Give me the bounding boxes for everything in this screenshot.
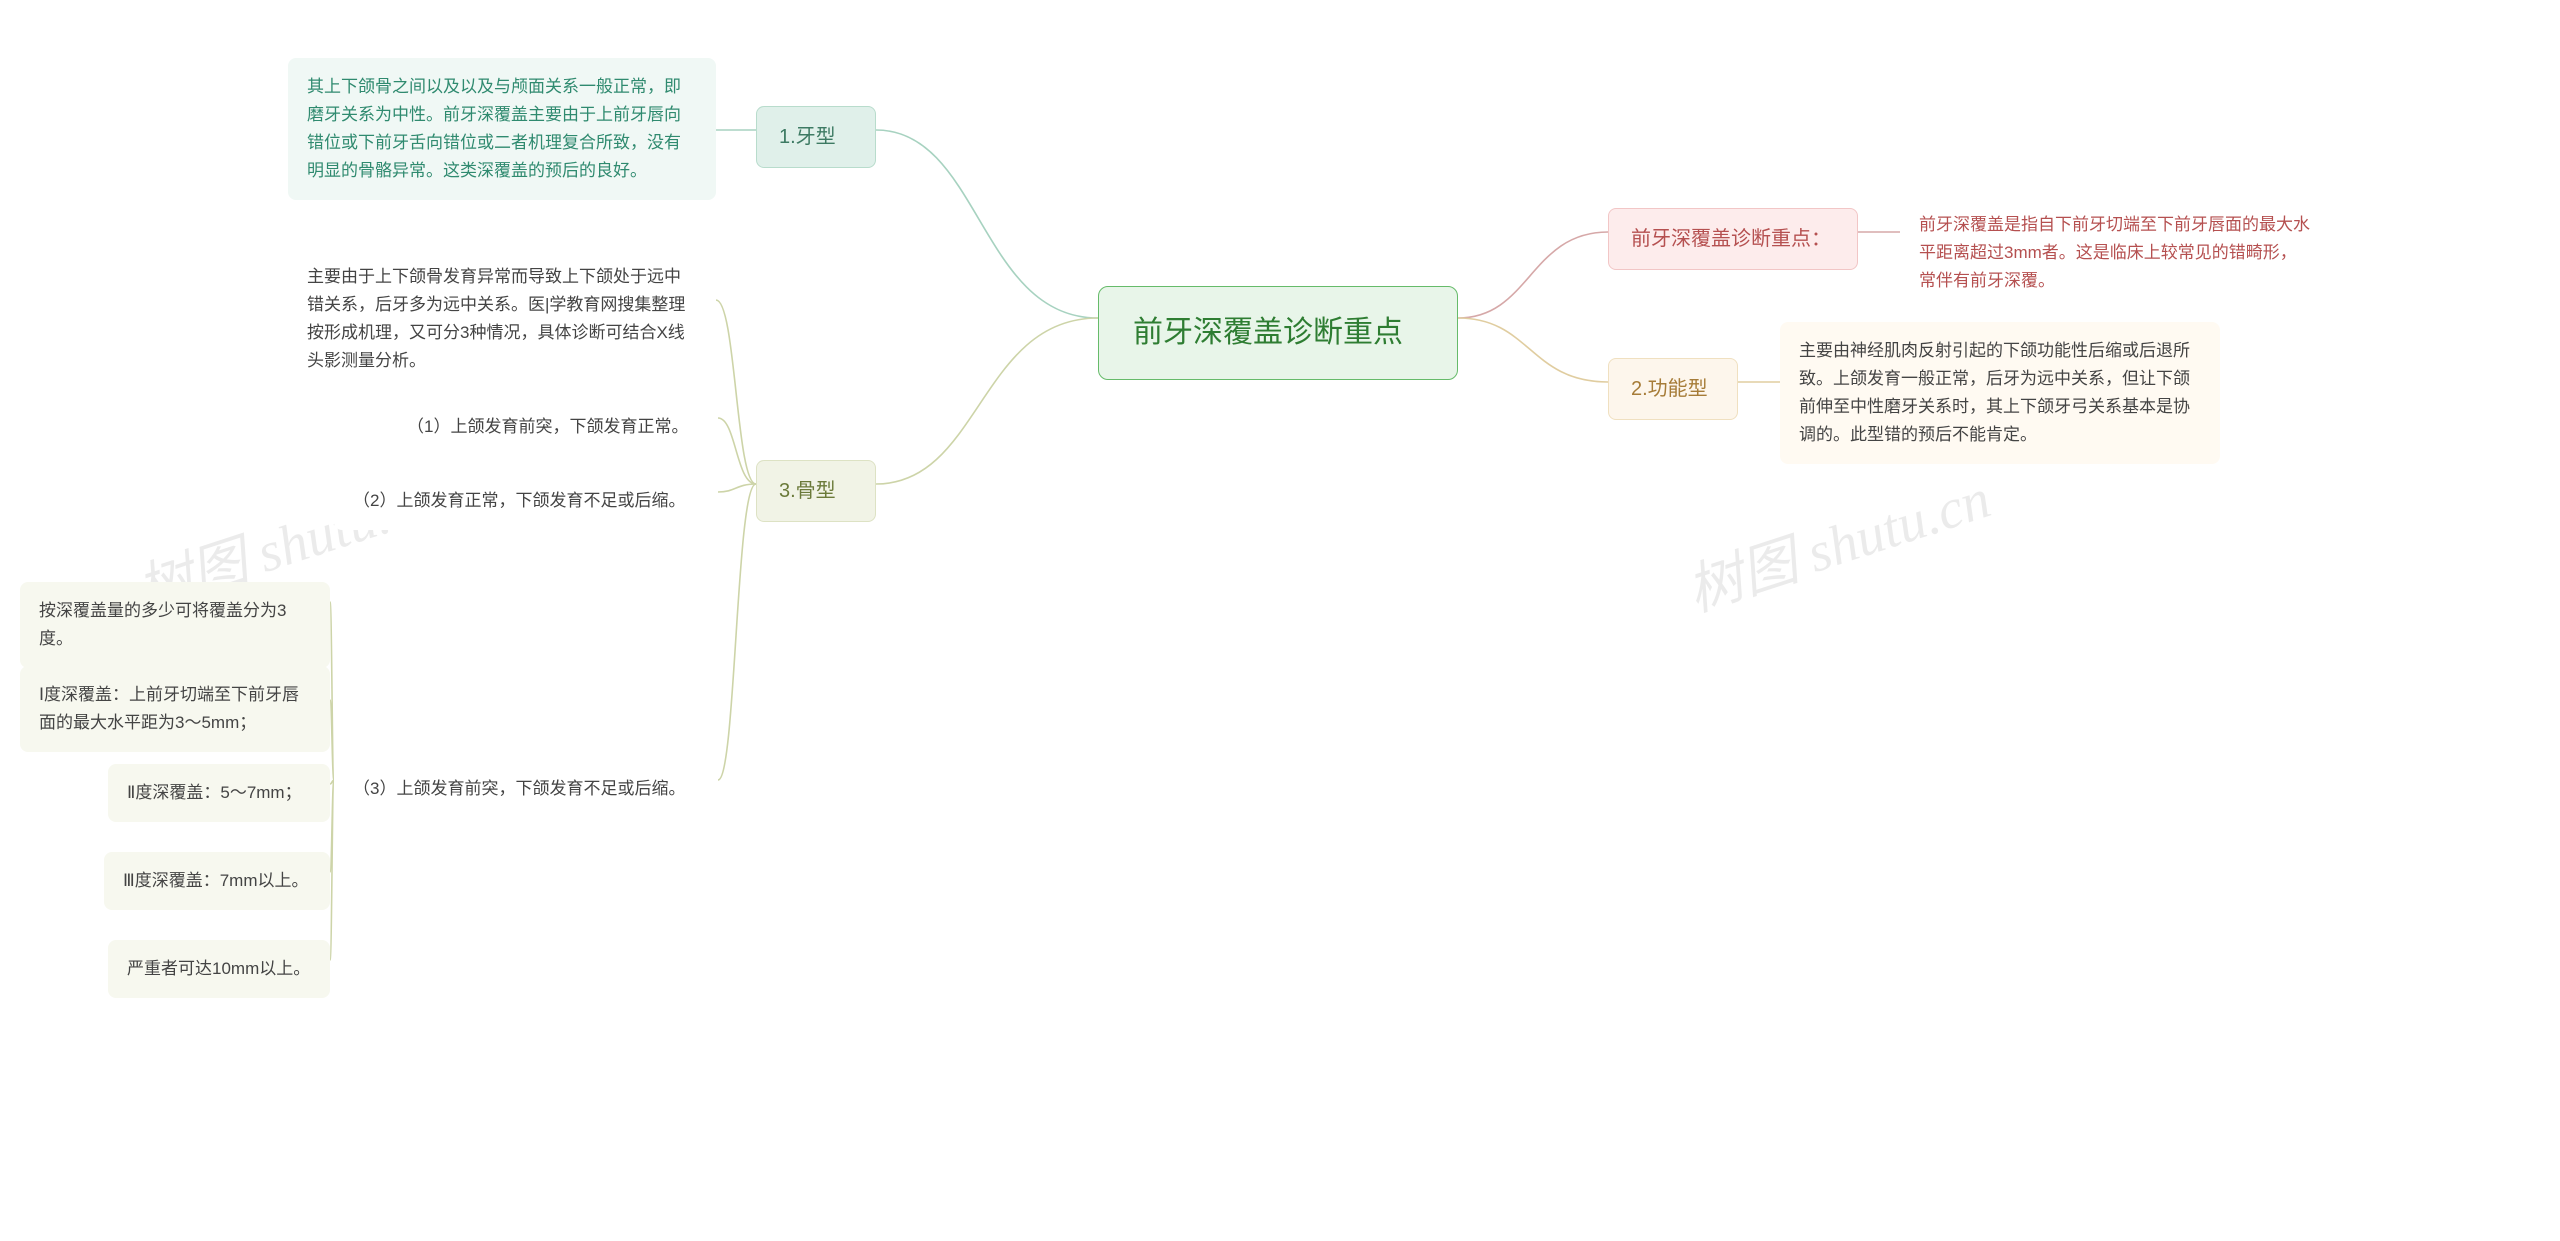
node-l3d: （3）上颌发育前突，下颌发育不足或后缩。 [334,760,718,818]
node-l3d1: 按深覆盖量的多少可将覆盖分为3度。 [20,582,330,668]
node-r2[interactable]: 2.功能型 [1608,358,1738,420]
node-l3d2: Ⅰ度深覆盖：上前牙切端至下前牙唇面的最大水平距为3～5mm； [20,666,330,752]
connector [876,130,1098,318]
node-r2-desc: 主要由神经肌肉反射引起的下颌功能性后缩或后退所致。上颌发育一般正常，后牙为远中关… [1780,322,2220,464]
node-l3a: 主要由于上下颌骨发育异常而导致上下颌处于远中错关系，后牙多为远中关系。医|学教育… [288,248,716,390]
node-l3c: （2）上颌发育正常，下颌发育不足或后缩。 [334,472,718,530]
connector [330,602,334,780]
node-l3d5: 严重者可达10mm以上。 [108,940,330,998]
center-node[interactable]: 前牙深覆盖诊断重点 [1098,286,1458,380]
connector [1458,232,1608,318]
connector [1458,318,1608,382]
node-l3d3: Ⅱ度深覆盖：5～7mm； [108,764,330,822]
connector [718,484,756,492]
node-r1-desc: 前牙深覆盖是指自下前牙切端至下前牙唇面的最大水平距离超过3mm者。这是临床上较常… [1900,196,2330,310]
node-l3b: （1）上颌发育前突，下颌发育正常。 [388,398,718,456]
node-l3d4: Ⅲ度深覆盖：7mm以上。 [104,852,330,910]
connector [876,318,1098,484]
node-l1-desc: 其上下颌骨之间以及以及与颅面关系一般正常，即磨牙关系为中性。前牙深覆盖主要由于上… [288,58,716,200]
watermark-2: 树图 shutu.cn [1675,453,1999,627]
connector [718,418,756,484]
node-r1[interactable]: 前牙深覆盖诊断重点： [1608,208,1858,270]
node-l3[interactable]: 3.骨型 [756,460,876,522]
connector [718,484,756,780]
node-l1[interactable]: 1.牙型 [756,106,876,168]
connector [716,300,756,484]
